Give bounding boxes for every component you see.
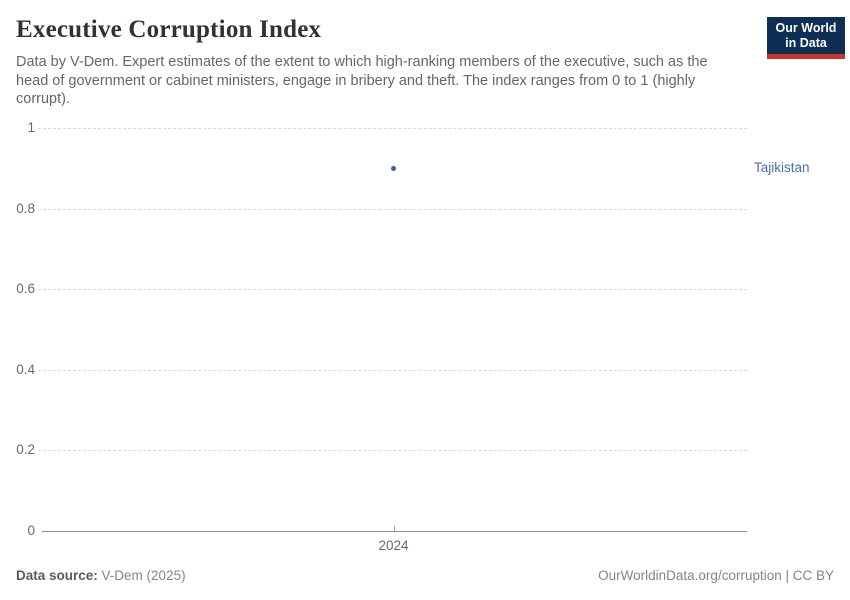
gridline	[38, 208, 747, 210]
y-tick-label: 0.4	[16, 361, 35, 377]
data-point[interactable]	[391, 165, 396, 171]
x-tick-label: 2024	[378, 538, 409, 553]
y-tick-label: 0.2	[16, 442, 35, 458]
owid-logo[interactable]: Our World in Data	[767, 17, 845, 59]
x-tick-mark	[393, 526, 395, 532]
owid-logo-line1: Our World	[775, 21, 837, 35]
x-axis-line	[42, 531, 747, 532]
chart-subtitle: Data by V-Dem. Expert estimates of the e…	[16, 54, 708, 108]
y-tick-label: 0	[27, 523, 35, 538]
y-tick-label: 0.8	[16, 200, 35, 216]
y-tick-label: 1	[27, 120, 35, 135]
data-source-label: Data source:	[16, 568, 98, 583]
chart-title: Executive Corruption Index	[16, 16, 322, 43]
gridline	[38, 369, 747, 371]
data-source-value[interactable]: V-Dem (2025)	[101, 568, 186, 583]
chart-footer: Data source: V-Dem (2025) OurWorldinData…	[16, 568, 834, 583]
entity-label[interactable]: Tajikistan	[754, 160, 810, 176]
owid-logo-line2: in Data	[785, 35, 827, 50]
y-tick-label: 0.6	[16, 281, 35, 297]
footer-citation-link[interactable]: OurWorldinData.org/corruption | CC BY	[598, 568, 834, 583]
gridline	[38, 450, 747, 452]
gridline	[38, 289, 747, 291]
data-source: Data source: V-Dem (2025)	[16, 568, 186, 583]
gridline	[38, 128, 747, 129]
chart-header: Executive Corruption Index Data by V-Dem…	[16, 16, 756, 109]
